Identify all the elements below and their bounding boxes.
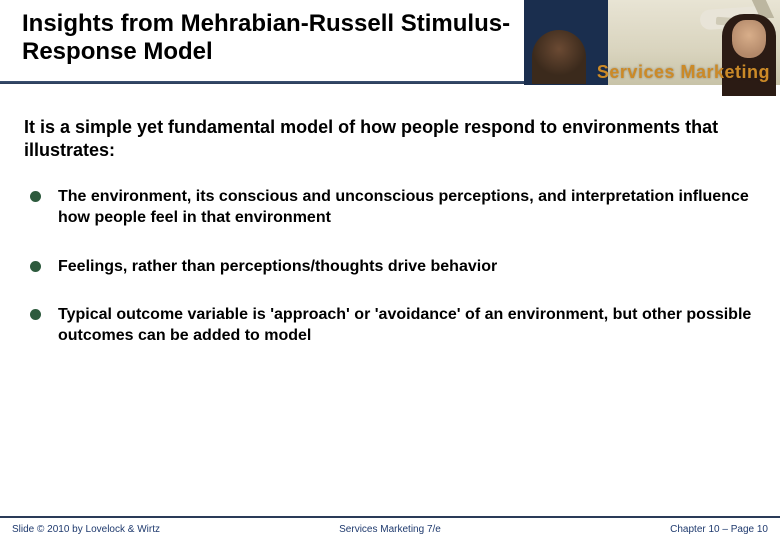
header-decorative-image: Services Marketing (524, 0, 780, 85)
list-item: The environment, its conscious and uncon… (24, 187, 756, 229)
header-region: Insights from Mehrabian-Russell Stimulus… (0, 0, 780, 88)
footer-region: Slide © 2010 by Lovelock & Wirtz Service… (0, 516, 780, 540)
list-item: Feelings, rather than perceptions/though… (24, 257, 756, 278)
body-region: It is a simple yet fundamental model of … (0, 88, 780, 540)
slide-title: Insights from Mehrabian-Russell Stimulus… (22, 10, 522, 67)
person-silhouette-icon (532, 30, 586, 84)
footer-page-number: Chapter 10 – Page 10 (670, 524, 768, 535)
slide-container: Insights from Mehrabian-Russell Stimulus… (0, 0, 780, 540)
bullet-list: The environment, its conscious and uncon… (24, 187, 756, 347)
person-face-icon (732, 20, 766, 58)
header-image-overlay-text: Services Marketing (597, 62, 770, 83)
footer-book-title: Services Marketing 7/e (339, 524, 441, 535)
list-item: Typical outcome variable is 'approach' o… (24, 305, 756, 347)
image-panel-left (524, 0, 608, 85)
intro-paragraph: It is a simple yet fundamental model of … (24, 116, 756, 161)
title-underline (0, 81, 524, 84)
footer-copyright: Slide © 2010 by Lovelock & Wirtz (12, 524, 160, 535)
title-block: Insights from Mehrabian-Russell Stimulus… (22, 10, 522, 67)
